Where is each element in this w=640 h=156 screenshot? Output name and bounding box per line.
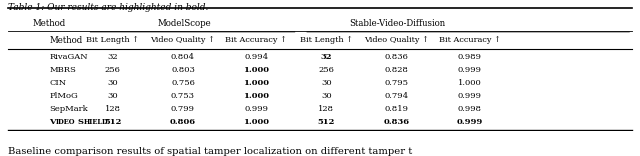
Text: 0.803: 0.803 [171,66,195,74]
Text: 0.999: 0.999 [458,66,482,74]
Text: HIELD: HIELD [84,118,108,126]
Text: 32: 32 [321,53,332,61]
Text: Table 1: Our results are highlighted in bold.: Table 1: Our results are highlighted in … [8,3,208,12]
Text: 0.804: 0.804 [171,53,195,61]
Text: 0.998: 0.998 [458,105,482,113]
Text: Video Quality ↑: Video Quality ↑ [150,36,216,44]
Text: 32: 32 [108,53,118,61]
Text: 512: 512 [104,118,122,126]
Text: CIN: CIN [49,79,67,87]
Text: Stable-Video-Diffusion: Stable-Video-Diffusion [349,19,445,28]
Text: S: S [77,118,83,126]
Text: 0.989: 0.989 [458,53,482,61]
Text: 0.795: 0.795 [385,79,408,87]
Text: 0.819: 0.819 [385,105,408,113]
Text: 0.999: 0.999 [458,92,482,100]
Text: Bit Length ↑: Bit Length ↑ [300,36,353,44]
Text: 1.000: 1.000 [243,118,269,126]
Text: 0.756: 0.756 [171,79,195,87]
Text: 1.000: 1.000 [243,79,269,87]
Text: 0.799: 0.799 [171,105,195,113]
Text: 0.794: 0.794 [385,92,408,100]
Text: RivaGAN: RivaGAN [49,53,88,61]
Text: 128: 128 [318,105,334,113]
Text: 30: 30 [321,92,332,100]
Text: 30: 30 [321,79,332,87]
Text: Video Quality ↑: Video Quality ↑ [364,36,429,44]
Text: Method: Method [33,19,66,28]
Text: 128: 128 [105,105,121,113]
Text: PlMoG: PlMoG [49,92,78,100]
Text: IDEO: IDEO [56,118,75,126]
Text: 30: 30 [108,79,118,87]
Text: 0.999: 0.999 [244,105,268,113]
Text: 0.999: 0.999 [456,118,483,126]
Text: Bit Length ↑: Bit Length ↑ [86,36,140,44]
Text: 0.806: 0.806 [170,118,196,126]
Text: Baseline comparison results of spatial tamper localization on different tamper t: Baseline comparison results of spatial t… [8,147,412,156]
Text: 0.836: 0.836 [383,118,410,126]
Text: Bit Accuracy ↑: Bit Accuracy ↑ [225,36,287,44]
Text: Bit Accuracy ↑: Bit Accuracy ↑ [439,36,500,44]
Text: 0.836: 0.836 [385,53,408,61]
Text: 0.828: 0.828 [385,66,408,74]
Text: SepMark: SepMark [49,105,88,113]
Text: 256: 256 [319,66,334,74]
Text: V: V [49,118,56,126]
Text: 256: 256 [105,66,121,74]
Text: 0.994: 0.994 [244,53,268,61]
Text: 1.000: 1.000 [243,66,269,74]
Text: ModelScope: ModelScope [157,19,211,28]
Text: MBRS: MBRS [49,66,76,74]
Text: 30: 30 [108,92,118,100]
Text: 1.000: 1.000 [243,92,269,100]
Text: 1.000: 1.000 [458,79,482,87]
Text: 512: 512 [317,118,335,126]
Text: Method: Method [49,36,83,45]
Text: 0.753: 0.753 [171,92,195,100]
